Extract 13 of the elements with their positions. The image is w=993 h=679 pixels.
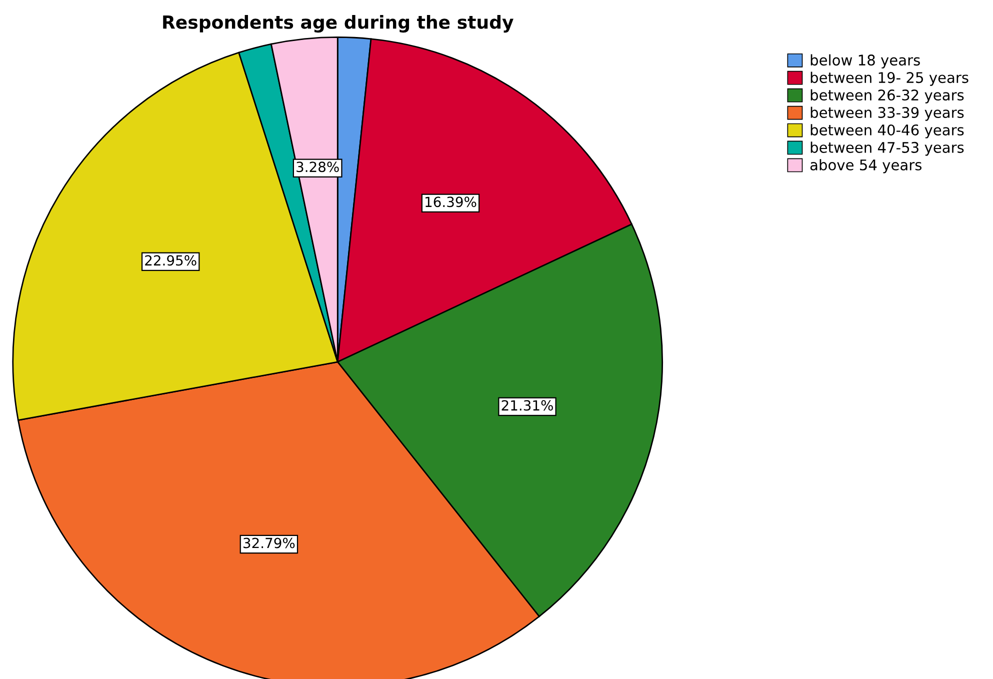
chart-title: Respondents age during the study [163,14,514,33]
legend-label: below 18 years [810,54,920,68]
data-label: 32.79% [244,538,295,548]
legend-label: between 40-46 years [810,124,964,138]
legend-label: between 26-32 years [810,89,964,104]
legend-label: between 19- 25 years [810,72,968,86]
legend-label: between 33-39 years [810,106,964,121]
data-label: 16.39% [426,196,476,208]
legend-label: above 54 years [810,159,922,174]
data-label: 21.31% [502,400,553,411]
data-label: 22.95% [145,255,196,266]
data-label: 3.28% [296,162,339,172]
legend-label: between 47-53 years [810,142,964,156]
